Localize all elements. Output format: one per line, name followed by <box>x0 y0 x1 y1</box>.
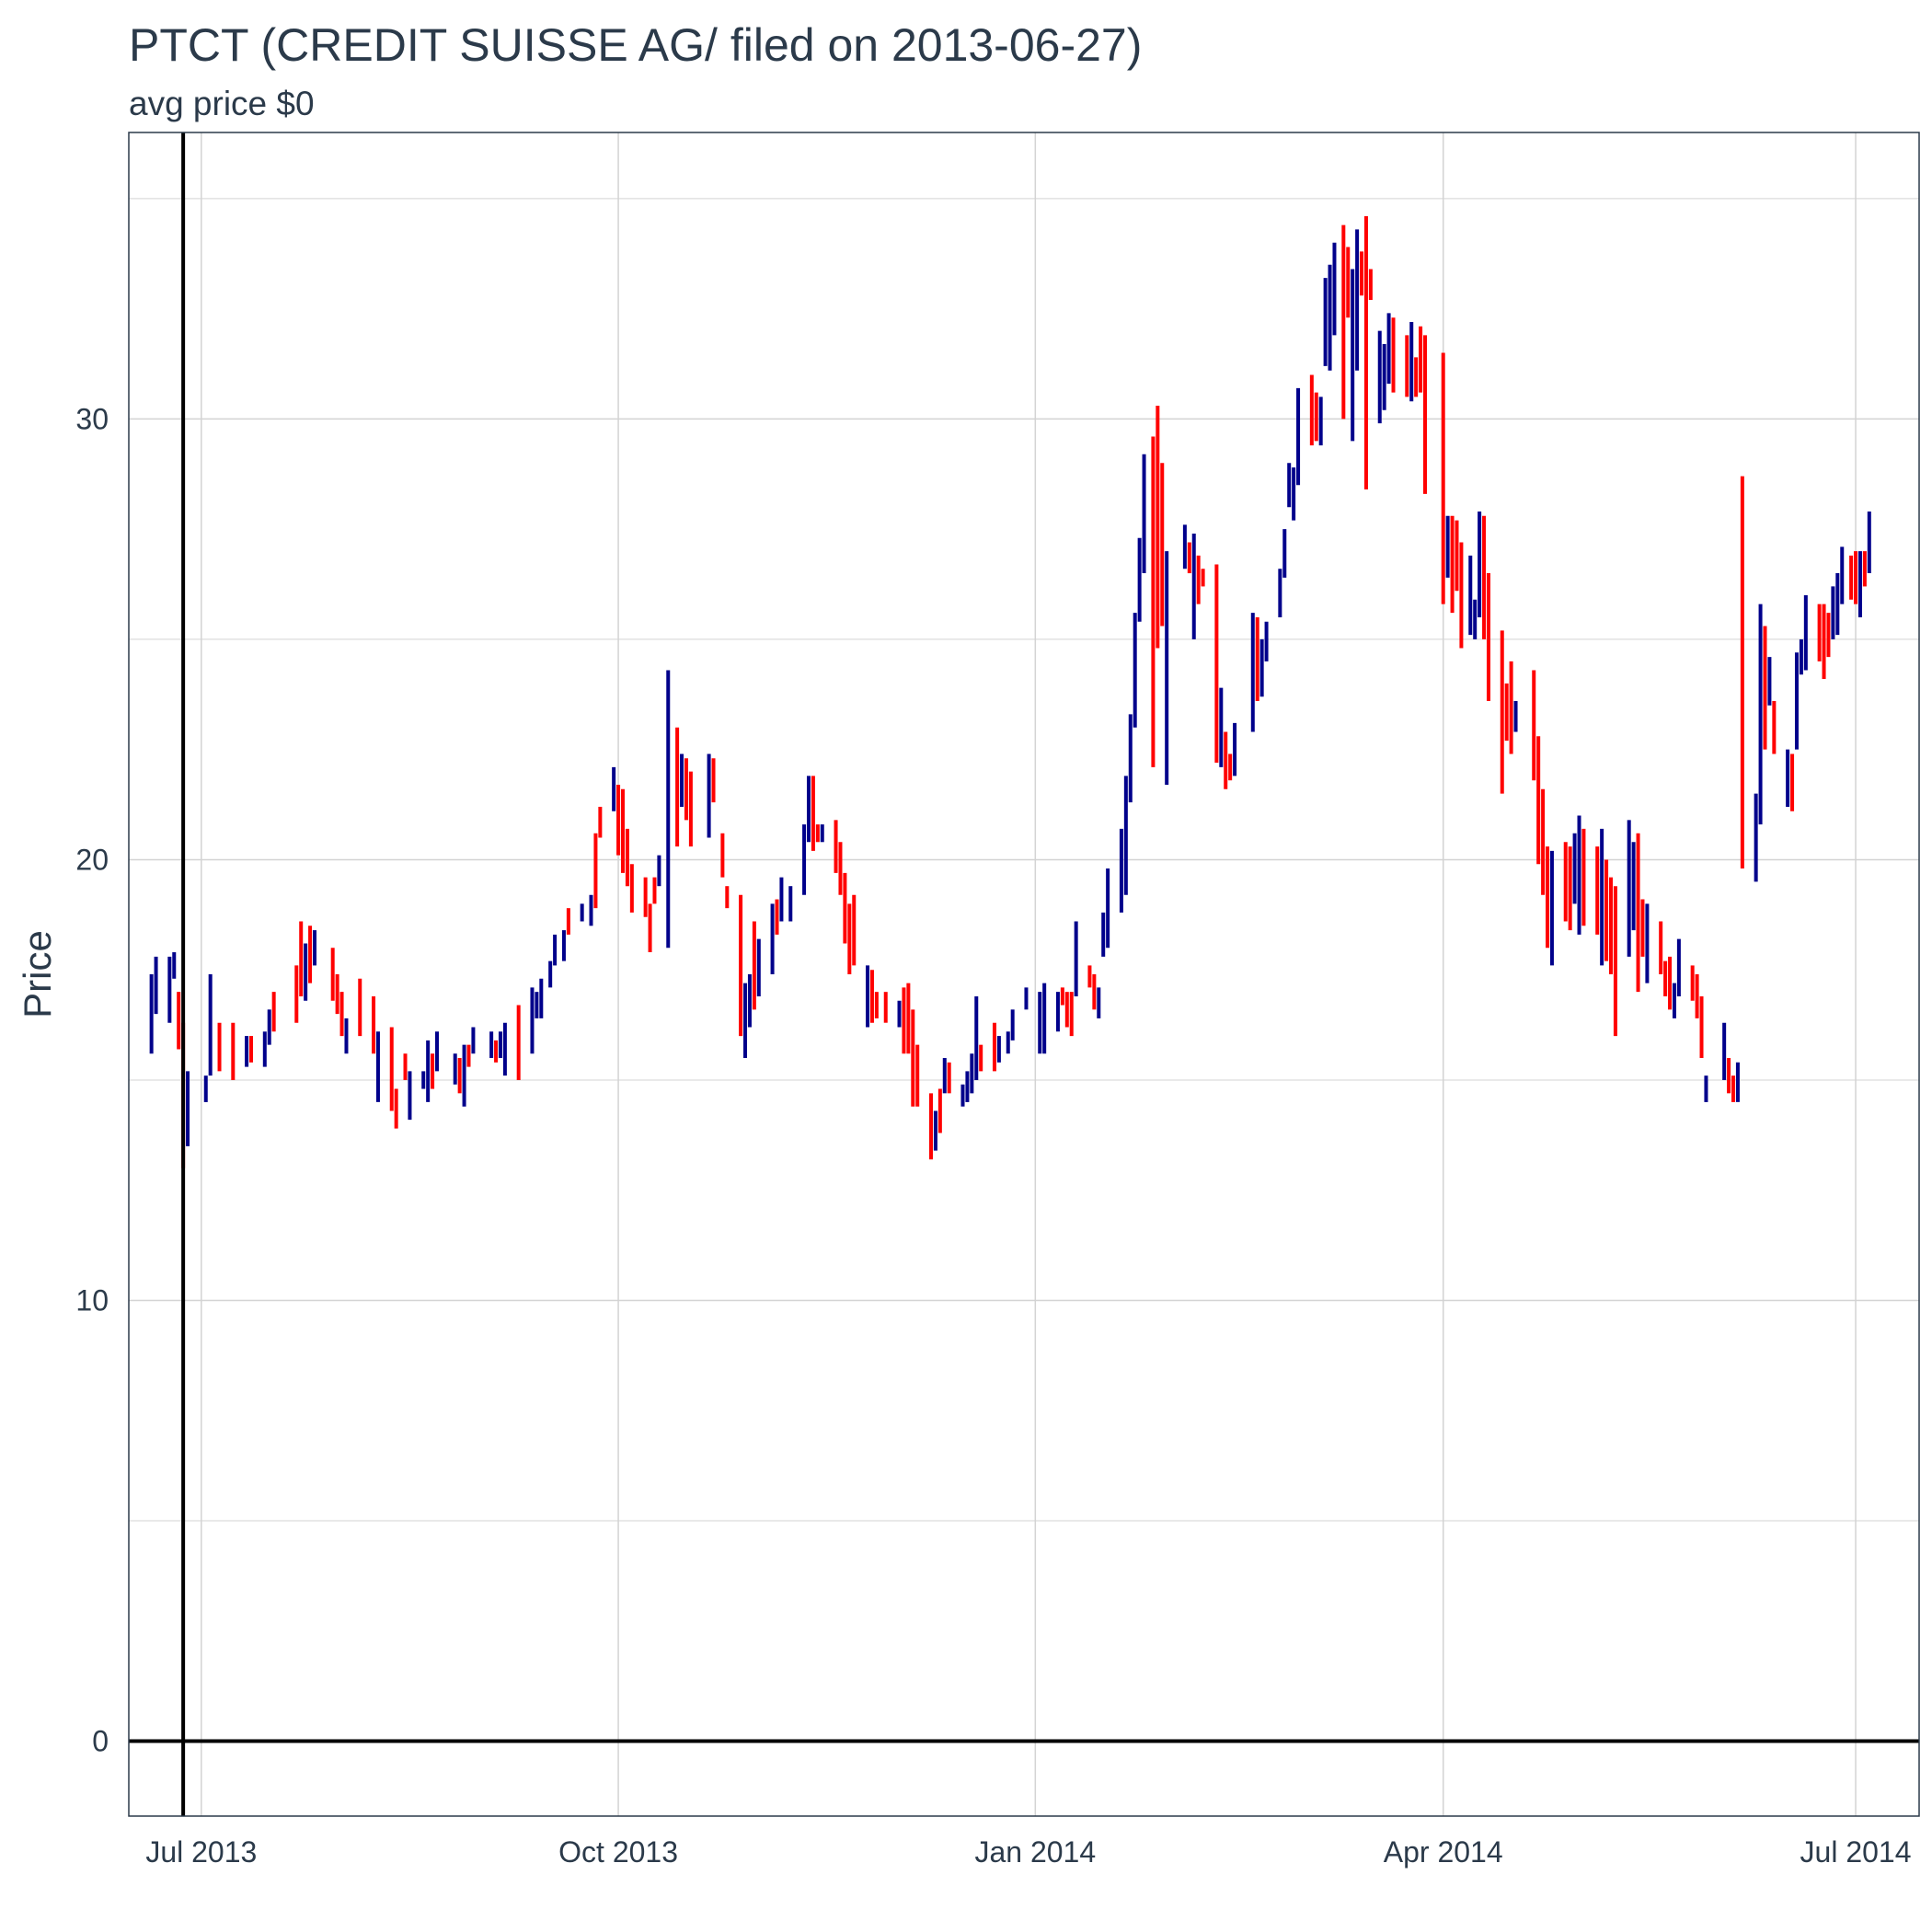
chart-subtitle: avg price $0 <box>129 85 315 122</box>
x-axis: Jul 2013 Oct 2013 Jan 2014 Apr 2014 Jul 2014 <box>145 1835 1911 1869</box>
x-tick-label: Oct 2013 <box>558 1835 678 1869</box>
x-tick-label: Apr 2014 <box>1384 1835 1503 1869</box>
reference-lines <box>129 132 1919 1816</box>
y-tick-label: 10 <box>75 1284 109 1317</box>
grid-major <box>129 132 1919 1816</box>
chart-title: PTCT (CREDIT SUISSE AG/ filed on 2013-06… <box>129 19 1143 71</box>
price-bars <box>149 216 1871 1168</box>
y-tick-label: 0 <box>92 1725 109 1758</box>
y-tick-label: 30 <box>75 402 109 435</box>
x-tick-label: Jul 2014 <box>1800 1835 1912 1869</box>
x-tick-label: Jul 2013 <box>145 1835 257 1869</box>
grid-minor <box>129 198 1919 1522</box>
y-axis-title: Price <box>16 930 59 1018</box>
y-axis: 0 10 20 30 <box>75 402 109 1757</box>
x-tick-label: Jan 2014 <box>974 1835 1096 1869</box>
plot-panel-border <box>128 132 1920 1817</box>
y-tick-label: 20 <box>75 843 109 876</box>
